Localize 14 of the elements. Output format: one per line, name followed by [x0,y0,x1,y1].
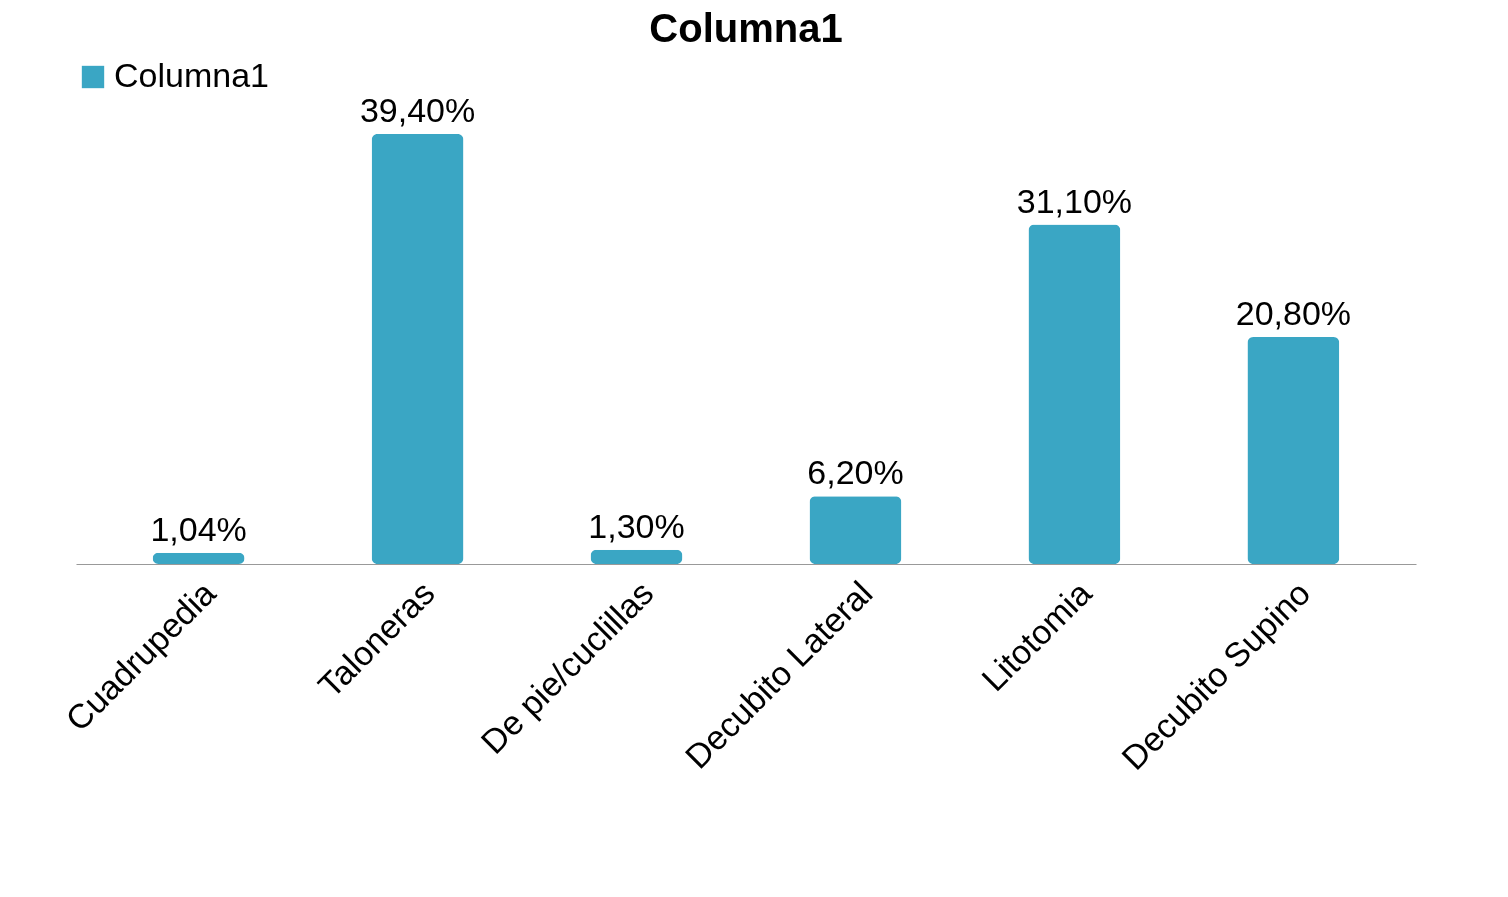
bar [152,552,245,564]
chart-title: Columna1 [649,6,843,50]
bar [1028,224,1121,564]
bar [809,496,902,564]
legend-label: Columna1 [114,56,269,94]
bar [371,134,464,564]
data-label: 20,80% [1235,293,1352,332]
data-label: 1,30% [588,506,685,545]
data-label: 1,04% [150,509,247,548]
bar [1247,336,1340,564]
data-label: 31,10% [1016,181,1133,220]
bar [590,549,683,564]
data-label: 6,20% [807,453,904,492]
data-label: 39,40% [359,91,476,129]
